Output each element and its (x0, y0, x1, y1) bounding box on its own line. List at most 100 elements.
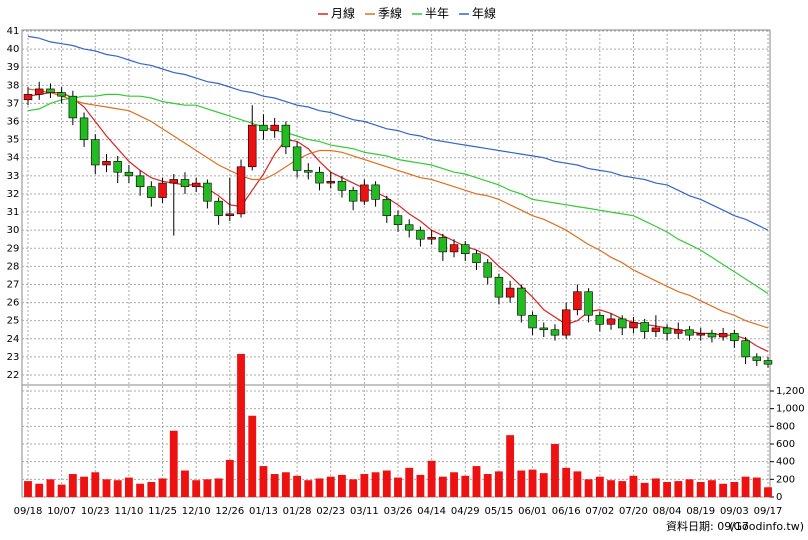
ma-line (27, 88, 769, 329)
y-tick-label: 25 (7, 316, 20, 327)
volume-bar (752, 477, 761, 497)
candle-body (618, 318, 627, 329)
x-tick-label: 09/17 (754, 506, 783, 517)
candle-body (763, 360, 773, 365)
volume-bar (68, 474, 77, 497)
candle-body (640, 322, 649, 332)
volume-bar (708, 480, 716, 497)
x-tick-label: 11/25 (148, 506, 177, 517)
candle-body (147, 186, 156, 198)
volume-bar (113, 480, 122, 497)
volume-bar (539, 473, 548, 497)
candle-body (248, 124, 257, 168)
y2-tick-label: 600 (776, 439, 795, 450)
candle-body (438, 237, 448, 253)
volume-bar (102, 479, 111, 497)
candle-body (752, 356, 762, 361)
y-tick-label: 36 (7, 117, 20, 128)
volume-bar (46, 479, 55, 497)
volume-bar (494, 471, 503, 497)
x-tick-label: 10/07 (47, 506, 76, 517)
x-tick-label: 06/01 (518, 506, 547, 517)
volume-bar (237, 353, 245, 497)
y2-tick-label: 200 (776, 474, 795, 485)
candle-body (606, 318, 616, 325)
volume-bar (214, 478, 223, 497)
candle-body (79, 117, 89, 140)
candle-body (360, 184, 369, 202)
x-tick-label: 08/04 (653, 506, 682, 517)
volume-bar (607, 480, 615, 497)
x-tick-label: 01/13 (249, 506, 278, 517)
candle-body (292, 146, 302, 171)
x-tick-label: 04/29 (451, 506, 480, 517)
candle-body (382, 199, 392, 216)
candle-body (674, 329, 683, 334)
candle-body (595, 314, 605, 325)
volume-bar (517, 470, 526, 497)
volume-bar (124, 477, 133, 497)
volume-bar (438, 476, 447, 497)
volume-bar (181, 470, 189, 497)
candle-body (68, 95, 78, 119)
candle-body (259, 124, 268, 131)
y-tick-label: 39 (7, 62, 20, 73)
source: (Goodinfo.tw) (729, 520, 804, 533)
volume-bar (35, 483, 44, 497)
candle-body (315, 171, 324, 184)
volume-bar (450, 472, 458, 497)
volume-bar (618, 481, 627, 497)
plot-frame (21, 29, 771, 498)
volume-bar (394, 477, 402, 497)
volume-bar (483, 474, 492, 497)
legend-label: 季線 (378, 6, 402, 21)
volume-bar (57, 484, 66, 497)
volume-bar (259, 466, 268, 497)
x-tick-label: 10/23 (81, 506, 110, 517)
y2-tick-label: 800 (776, 421, 795, 432)
candle-body (124, 171, 134, 177)
candle-body (225, 213, 235, 216)
volume-bar (416, 474, 425, 497)
x-tick-label: 05/15 (484, 506, 513, 517)
y-tick-label: 31 (7, 207, 20, 218)
candle-body (270, 124, 279, 131)
volume-bar (696, 481, 705, 497)
candle-body (561, 309, 571, 336)
y-tick-label: 30 (7, 225, 20, 236)
candle-body (651, 327, 661, 332)
x-tick-label: 11/10 (114, 506, 143, 517)
volume-bar (147, 481, 156, 497)
legend-label: 半年 (425, 7, 449, 21)
candle-body (281, 124, 291, 148)
candle-body (550, 329, 560, 336)
x-tick-label: 03/11 (350, 506, 379, 517)
candle-body (102, 161, 111, 166)
candle-body (494, 276, 504, 298)
y-tick-label: 22 (7, 370, 20, 381)
candle-body (180, 179, 190, 188)
x-tick-label: 03/26 (384, 506, 413, 517)
candle-body (348, 190, 358, 202)
candle-body (23, 94, 33, 101)
candle-body (517, 287, 526, 316)
volume-bar (349, 479, 358, 497)
candle-body (169, 179, 178, 184)
volume-bar (730, 481, 739, 497)
candle-body (34, 88, 44, 95)
candle-body (629, 322, 638, 329)
volume-bar (461, 475, 470, 497)
candle-body (337, 180, 347, 191)
candle-body (707, 333, 717, 338)
volume-bar (371, 472, 380, 497)
candle-body (214, 200, 223, 216)
volume-bar (427, 460, 436, 497)
candle-body (91, 139, 100, 166)
volume-bar (91, 472, 100, 497)
x-tick-label: 12/26 (215, 506, 244, 517)
date-note: 資料日期: 09/17 (666, 519, 749, 533)
candle-body (730, 333, 739, 341)
y-tick-label: 28 (7, 261, 20, 272)
volume-bar (293, 475, 302, 497)
